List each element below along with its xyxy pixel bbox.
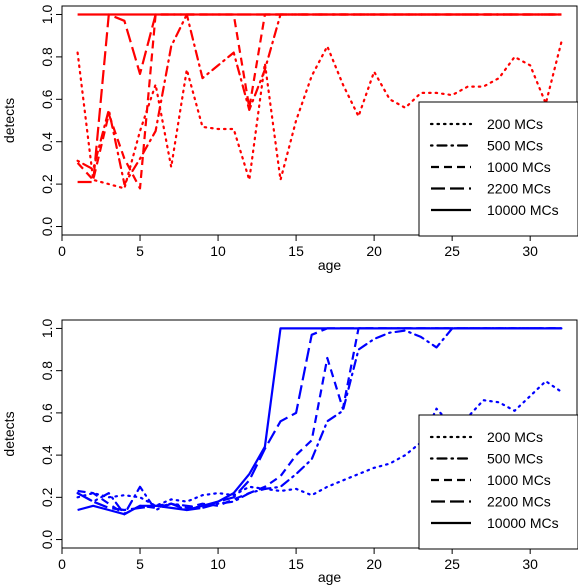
bottom-panel-blue: 0 5 10 15 20 25 30 0.0 0.2 0.4 0.6 0.8 1.0 age detects…	[1, 319, 578, 585]
x-tick-label: 15	[288, 556, 304, 572]
x-tick-label: 20	[366, 243, 382, 259]
series-line-10000-mcs	[77, 327, 562, 516]
y-tick-label: 0.4	[39, 445, 55, 465]
y-tick-label: 0.2	[39, 174, 55, 194]
y-tick-label: 0.8	[39, 47, 55, 67]
legend-entry-label: 200 MCs	[487, 429, 543, 445]
x-tick-label: 30	[522, 556, 538, 572]
legend-entry-label: 500 MCs	[487, 451, 543, 467]
series-line-200-mcs	[76, 40, 563, 190]
legend: 200 MCs 500 MCs 1000 MCs 2200 MCs 10000 MCs	[418, 101, 578, 237]
series-line-500-mcs	[76, 327, 563, 516]
legend: 200 MCs 500 MCs 1000 MCs 2200 MCs 10000 MCs	[418, 414, 578, 550]
x-tick-label: 25	[444, 556, 460, 572]
legend-entry-label: 1000 MCs	[487, 472, 551, 488]
x-tick-label: 25	[444, 243, 460, 259]
x-tick-label: 0	[58, 556, 66, 572]
legend-entry-label: 2200 MCs	[487, 494, 551, 510]
x-tick-label: 15	[288, 243, 304, 259]
x-tick-label: 5	[136, 556, 144, 572]
y-tick-label: 0.0	[39, 217, 55, 237]
x-tick-label: 0	[58, 243, 66, 259]
legend-entry-label: 200 MCs	[487, 116, 543, 132]
y-tick-label: 1.0	[39, 5, 55, 25]
y-tick-label: 0.8	[39, 361, 55, 381]
top-panel-red: 0 5 10 15 20 25 30 0.0 0.2 0.4 0.6 0.8 1.0 age detects…	[1, 5, 578, 273]
y-tick-label: 1.0	[39, 319, 55, 339]
legend-entry-label: 10000 MCs	[487, 202, 559, 218]
x-tick-label: 20	[366, 556, 382, 572]
x-axis-label: age	[318, 569, 342, 585]
legend-entry-label: 2200 MCs	[487, 181, 551, 197]
y-axis-label: detects	[1, 411, 17, 456]
y-tick-label: 0.4	[39, 132, 55, 152]
y-axis-label: detects	[1, 98, 17, 143]
x-axis-label: age	[318, 257, 342, 273]
y-tick-label: 0.6	[39, 89, 55, 109]
x-tick-label: 5	[136, 243, 144, 259]
x-tick-label: 10	[210, 556, 226, 572]
legend-entry-label: 10000 MCs	[487, 515, 559, 531]
y-tick-label: 0.2	[39, 487, 55, 507]
legend-entry-label: 1000 MCs	[487, 159, 551, 175]
x-tick-label: 30	[522, 243, 538, 259]
legend-entry-label: 500 MCs	[487, 138, 543, 154]
y-tick-label: 0.6	[39, 403, 55, 423]
y-tick-label: 0.0	[39, 530, 55, 550]
x-tick-label: 10	[210, 243, 226, 259]
